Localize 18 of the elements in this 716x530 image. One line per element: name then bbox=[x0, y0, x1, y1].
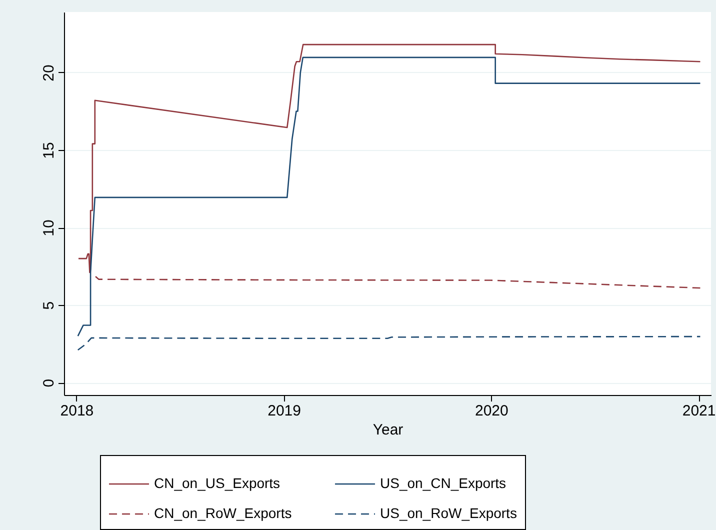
line-series bbox=[77, 56, 701, 337]
x-tick-label: 2021 bbox=[682, 402, 716, 420]
y-tick-label: 5 bbox=[40, 301, 58, 310]
line-series bbox=[78, 44, 701, 274]
x-axis-title: Year bbox=[372, 422, 404, 438]
x-tick-label: 2019 bbox=[268, 402, 301, 420]
y-tick-label: 20 bbox=[40, 64, 58, 82]
legend-label: US_on_CN_Exports bbox=[380, 475, 506, 491]
y-tick-label: 10 bbox=[40, 220, 58, 236]
y-tick-label: 15 bbox=[40, 142, 58, 159]
x-tick-label: 2020 bbox=[475, 402, 508, 420]
legend-label: CN_on_US_Exports bbox=[154, 475, 280, 491]
line-series bbox=[77, 336, 701, 351]
legend-label: CN_on_RoW_Exports bbox=[154, 505, 292, 521]
x-tick-label: 2018 bbox=[60, 402, 94, 420]
legend-label: US_on_RoW_Exports bbox=[380, 505, 517, 521]
y-tick-label: 0 bbox=[40, 378, 58, 388]
line-series bbox=[94, 276, 701, 289]
